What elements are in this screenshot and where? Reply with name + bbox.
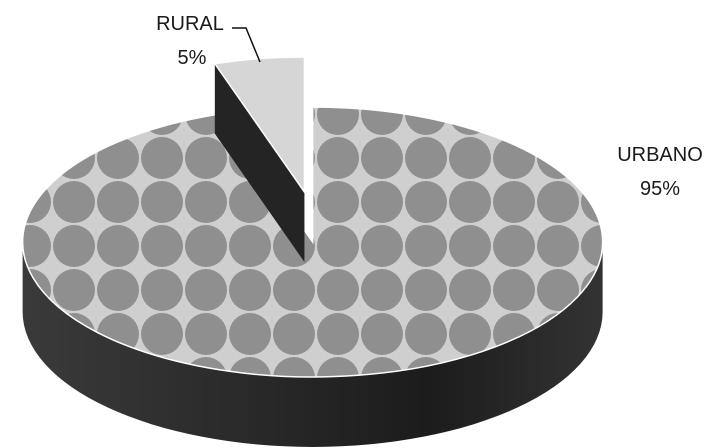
rural-leader-line [232, 27, 261, 63]
urbano-side-wall [22, 241, 603, 447]
pie-layer [21, 56, 604, 447]
label-urbano-name: URBANO [617, 144, 703, 166]
rural-side-wall [214, 63, 305, 263]
label-rural-value: 5% [178, 47, 207, 69]
label-urbano-value: 95% [640, 178, 680, 200]
slice-urbano [21, 106, 604, 378]
label-rural-name: RURAL [156, 13, 224, 35]
